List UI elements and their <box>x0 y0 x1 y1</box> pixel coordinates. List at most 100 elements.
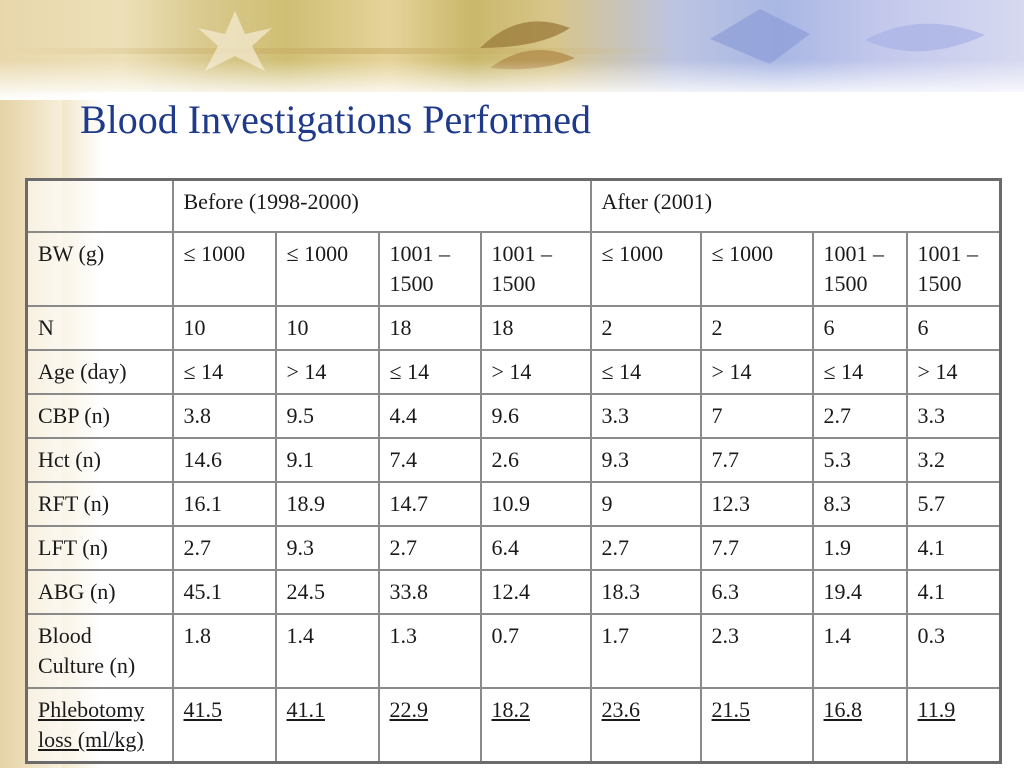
table-cell: 45.1 <box>171 569 277 615</box>
table-cell: 1.4 <box>811 613 908 689</box>
table-cell: ≤ 1000 <box>699 231 814 307</box>
table-cell: 3.3 <box>905 393 1002 439</box>
table-cell: 6 <box>905 305 1002 351</box>
row-label: N <box>25 305 174 351</box>
table-cell: 41.1 <box>274 687 380 764</box>
group-header-after: After (2001) <box>589 178 1002 233</box>
table-cell: 9.6 <box>479 393 592 439</box>
table-row: ABG (n) 45.1 24.5 33.8 12.4 18.3 6.3 19.… <box>25 569 1002 615</box>
table-cell: 2.3 <box>699 613 814 689</box>
row-label: Phlebotomy loss (ml/kg) <box>25 687 174 764</box>
blood-investigations-table: Before (1998-2000) After (2001) BW (g) ≤… <box>25 178 1003 764</box>
table-cell: 2.7 <box>811 393 908 439</box>
table-cell: 11.9 <box>905 687 1002 764</box>
leaf-decoration-icon <box>710 9 810 64</box>
table-row: Age (day) ≤ 14 > 14 ≤ 14 > 14 ≤ 14 > 14 … <box>25 349 1002 395</box>
table-cell: 12.4 <box>479 569 592 615</box>
table-cell: 18 <box>479 305 592 351</box>
table-cell: 1.3 <box>377 613 482 689</box>
table-cell: 7.7 <box>699 525 814 571</box>
table-cell: 4.1 <box>905 569 1002 615</box>
table-cell: 21.5 <box>699 687 814 764</box>
table-cell: 1001 – 1500 <box>377 231 482 307</box>
table-row: CBP (n) 3.8 9.5 4.4 9.6 3.3 7 2.7 3.3 <box>25 393 1002 439</box>
table-cell: 4.4 <box>377 393 482 439</box>
table-cell: 2.7 <box>171 525 277 571</box>
table-cell: 2 <box>589 305 702 351</box>
banner-fade <box>0 60 1024 100</box>
row-label: RFT (n) <box>25 481 174 527</box>
table-cell: 22.9 <box>377 687 482 764</box>
row-label: ABG (n) <box>25 569 174 615</box>
table-cell: 2 <box>699 305 814 351</box>
table-cell: 0.3 <box>905 613 1002 689</box>
table-cell: ≤ 1000 <box>274 231 380 307</box>
table-cell: 3.8 <box>171 393 277 439</box>
table-row: Hct (n) 14.6 9.1 7.4 2.6 9.3 7.7 5.3 3.2 <box>25 437 1002 483</box>
table-cell: 9.3 <box>589 437 702 483</box>
table-cell: 41.5 <box>171 687 277 764</box>
row-label: Hct (n) <box>25 437 174 483</box>
group-header-row: Before (1998-2000) After (2001) <box>25 178 1002 233</box>
table-cell: 18 <box>377 305 482 351</box>
table-cell: 2.7 <box>377 525 482 571</box>
table-cell: 18.3 <box>589 569 702 615</box>
row-label: BW (g) <box>25 231 174 307</box>
table-cell: 9.3 <box>274 525 380 571</box>
table-cell: ≤ 14 <box>171 349 277 395</box>
row-label: Age (day) <box>25 349 174 395</box>
table-cell: 16.8 <box>811 687 908 764</box>
table-cell: 5.7 <box>905 481 1002 527</box>
table-cell: 2.7 <box>589 525 702 571</box>
table-cell: 33.8 <box>377 569 482 615</box>
table-cell: ≤ 14 <box>811 349 908 395</box>
table-cell: > 14 <box>274 349 380 395</box>
table-cell: 1.8 <box>171 613 277 689</box>
table-cell: 1001 – 1500 <box>811 231 908 307</box>
table-row: RFT (n) 16.1 18.9 14.7 10.9 9 12.3 8.3 5… <box>25 481 1002 527</box>
table-cell: 9.1 <box>274 437 380 483</box>
table-cell: 4.1 <box>905 525 1002 571</box>
table-cell: ≤ 1000 <box>589 231 702 307</box>
table-cell: 23.6 <box>589 687 702 764</box>
table-cell: 14.6 <box>171 437 277 483</box>
table-cell: 6 <box>811 305 908 351</box>
table-row: BW (g) ≤ 1000 ≤ 1000 1001 – 1500 1001 – … <box>25 231 1002 307</box>
table-cell: 8.3 <box>811 481 908 527</box>
table-cell: 3.2 <box>905 437 1002 483</box>
table-cell: 1.7 <box>589 613 702 689</box>
table-row: Phlebotomy loss (ml/kg) 41.5 41.1 22.9 1… <box>25 687 1002 764</box>
leaf-decoration-icon <box>198 11 272 71</box>
table-cell: ≤ 1000 <box>171 231 277 307</box>
row-label: CBP (n) <box>25 393 174 439</box>
table-cell: 12.3 <box>699 481 814 527</box>
slide-title: Blood Investigations Performed <box>80 97 592 142</box>
corner-cell <box>25 178 174 233</box>
table-row: Blood Culture (n) 1.8 1.4 1.3 0.7 1.7 2.… <box>25 613 1002 689</box>
table-cell: 9 <box>589 481 702 527</box>
table-cell: 3.3 <box>589 393 702 439</box>
table-cell: 1001 – 1500 <box>479 231 592 307</box>
leaf-decoration-icon <box>865 23 985 52</box>
table-row: N 10 10 18 18 2 2 6 6 <box>25 305 1002 351</box>
table-cell: 6.4 <box>479 525 592 571</box>
table-cell: 14.7 <box>377 481 482 527</box>
row-label: LFT (n) <box>25 525 174 571</box>
banner-stripe <box>0 48 680 54</box>
table-cell: 7.7 <box>699 437 814 483</box>
table-cell: 7 <box>699 393 814 439</box>
table-cell: 24.5 <box>274 569 380 615</box>
table-cell: 1.4 <box>274 613 380 689</box>
table-cell: 18.2 <box>479 687 592 764</box>
group-header-before: Before (1998-2000) <box>171 178 592 233</box>
table-cell: 1.9 <box>811 525 908 571</box>
table-cell: ≤ 14 <box>377 349 482 395</box>
table-cell: 6.3 <box>699 569 814 615</box>
table-cell: ≤ 14 <box>589 349 702 395</box>
table-cell: 10 <box>274 305 380 351</box>
table-cell: 0.7 <box>479 613 592 689</box>
table-cell: 2.6 <box>479 437 592 483</box>
table-cell: 5.3 <box>811 437 908 483</box>
row-label: Blood Culture (n) <box>25 613 174 689</box>
table-cell: 18.9 <box>274 481 380 527</box>
